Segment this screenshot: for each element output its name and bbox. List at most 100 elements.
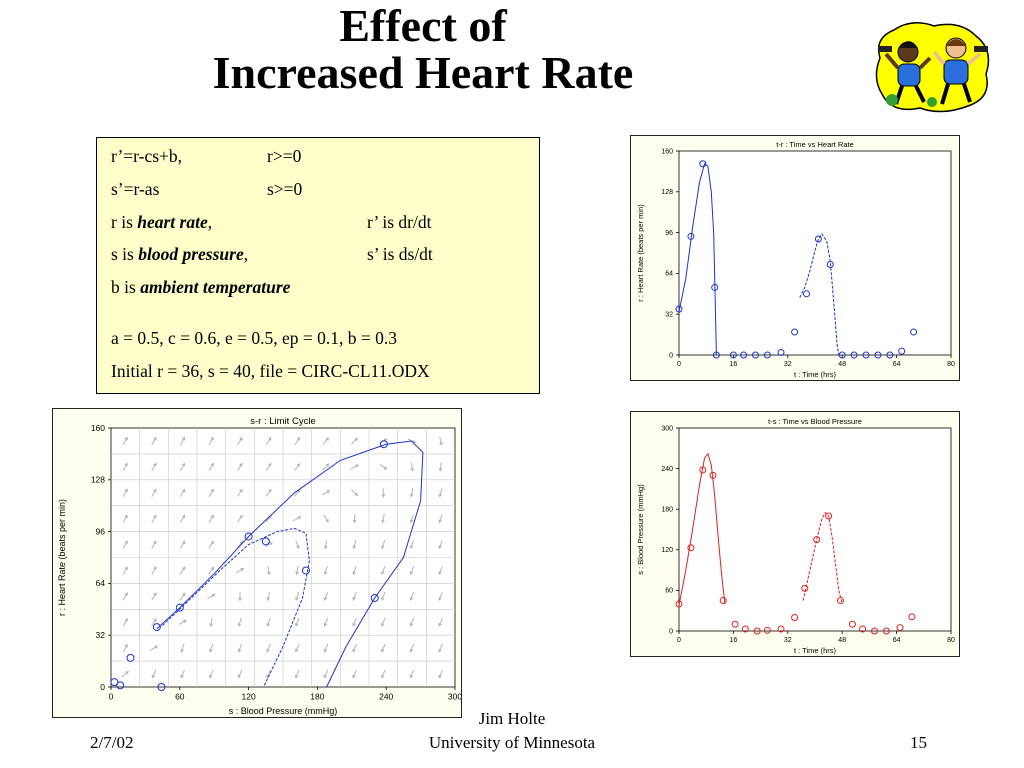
exercising-people-clipart-icon [872,18,994,116]
data-point [741,625,749,633]
vector-arrow-head [154,645,158,650]
vector-arrow-head [267,489,272,493]
y-axis-label: s : Blood Pressure (mmHg) [636,484,645,575]
data-point [261,537,270,546]
vector-arrow-head [438,596,442,601]
chart-time-vs-heart-rate: t-r : Time vs Heart Rate 0 16 32 48 64 80 0 32 64… [630,135,960,381]
vector-arrow-head [354,437,358,442]
series-curve [678,162,717,356]
vector-arrow-head [296,545,300,549]
data-point [675,305,683,313]
vector-arrow-head [124,540,128,545]
data-point [777,625,785,633]
data-point [882,627,890,635]
data-point [803,290,810,298]
chart-title: t-s : Time vs Blood Pressure [768,417,862,426]
data-point [801,584,809,592]
vector-arrow-head [325,518,329,523]
x-tick-label: 240 [379,692,393,702]
vector-arrow-head [439,441,443,446]
title-line-2: Increased Heart Rate [212,47,634,98]
data-point [826,260,834,268]
chart-title: s-r : Limit Cycle [250,416,315,427]
vector-arrow-head [124,618,128,622]
data-point [777,348,785,356]
parameters: a = 0.5, c = 0.6, e = 0.5, ep = 0.1, b =… [111,328,398,348]
data-point [740,351,748,359]
vector-arrow-head [124,644,128,648]
data-point [791,613,799,621]
data-point [850,351,858,359]
equation-s-prime: s’=r-as [111,179,160,199]
vector-arrow-head [409,622,414,627]
x-tick-label: 0 [109,692,114,702]
vector-arrow-head [383,466,388,470]
series-curve [156,440,424,688]
equation-r-prime: r’=r-cs+b, [111,146,183,166]
title-line-1: Effect of [339,0,507,51]
y-tick-label: 120 [661,547,673,554]
vector-arrow-head [266,571,271,575]
series-curve [678,452,726,606]
vector-arrow-head [323,622,328,627]
data-point [244,532,253,541]
data-point [379,440,388,449]
data-point [699,160,707,168]
chart-time-vs-blood-pressure: t-s : Time vs Blood Pressure 0 16 32 48 64 80 0… [630,411,960,657]
data-point [301,566,310,575]
vector-arrow-head [180,674,184,679]
x-tick-label: 16 [730,361,738,368]
vector-arrow-head [181,566,186,571]
data-point [729,351,737,359]
constraint-s: s>=0 [267,179,303,199]
vector-arrow-head [352,520,357,524]
vector-arrow-head [152,437,157,441]
y-tick-label: 64 [96,578,106,588]
data-point [712,351,720,359]
definition-s: s is blood pressure, [111,244,249,264]
x-tick-label: 0 [677,637,681,644]
data-point [719,597,727,605]
vector-arrow-head [124,566,128,571]
x-tick-label: 48 [838,361,846,368]
vector-arrow-head [208,648,213,653]
vector-field [121,436,443,679]
vector-arrow-head [438,519,443,523]
data-point [157,683,166,691]
vector-arrow-head [409,493,414,498]
data-point [126,653,135,662]
data-point [731,620,739,628]
vector-arrow-head [294,597,299,601]
vector-arrow-head [266,622,271,627]
vector-arrow-head [381,494,386,498]
vector-arrow-head [410,468,415,472]
vector-arrow-head [409,648,414,653]
vector-arrow-head [438,622,442,627]
x-tick-label: 80 [947,361,955,368]
data-point [859,625,867,633]
footer-date: 2/7/02 [90,733,134,752]
vector-arrow-head [152,462,157,467]
vector-arrow-head [295,571,300,575]
vector-arrow-head [240,567,244,572]
y-tick-label: 64 [665,271,673,278]
data-point [898,347,906,355]
vector-arrow-head [409,597,414,601]
data-point [896,624,904,632]
vector-arrow-head [294,622,299,627]
data-point [699,466,707,474]
vector-arrow-head [210,514,214,519]
data-point [370,593,379,602]
data-point [763,626,771,634]
vector-arrow-head [208,674,213,679]
vector-arrow-head [409,545,414,549]
footer-author: Jim Holte [478,709,546,728]
y-tick-label: 32 [665,312,673,319]
vector-arrow-head [296,437,300,441]
vector-arrow-head [182,619,187,624]
vector-arrow-head [152,514,157,519]
vector-arrow-head [325,463,330,468]
vector-arrow-head [181,540,186,545]
x-axis-label: t : Time (hrs) [794,370,837,379]
vector-arrow-head [181,437,186,441]
